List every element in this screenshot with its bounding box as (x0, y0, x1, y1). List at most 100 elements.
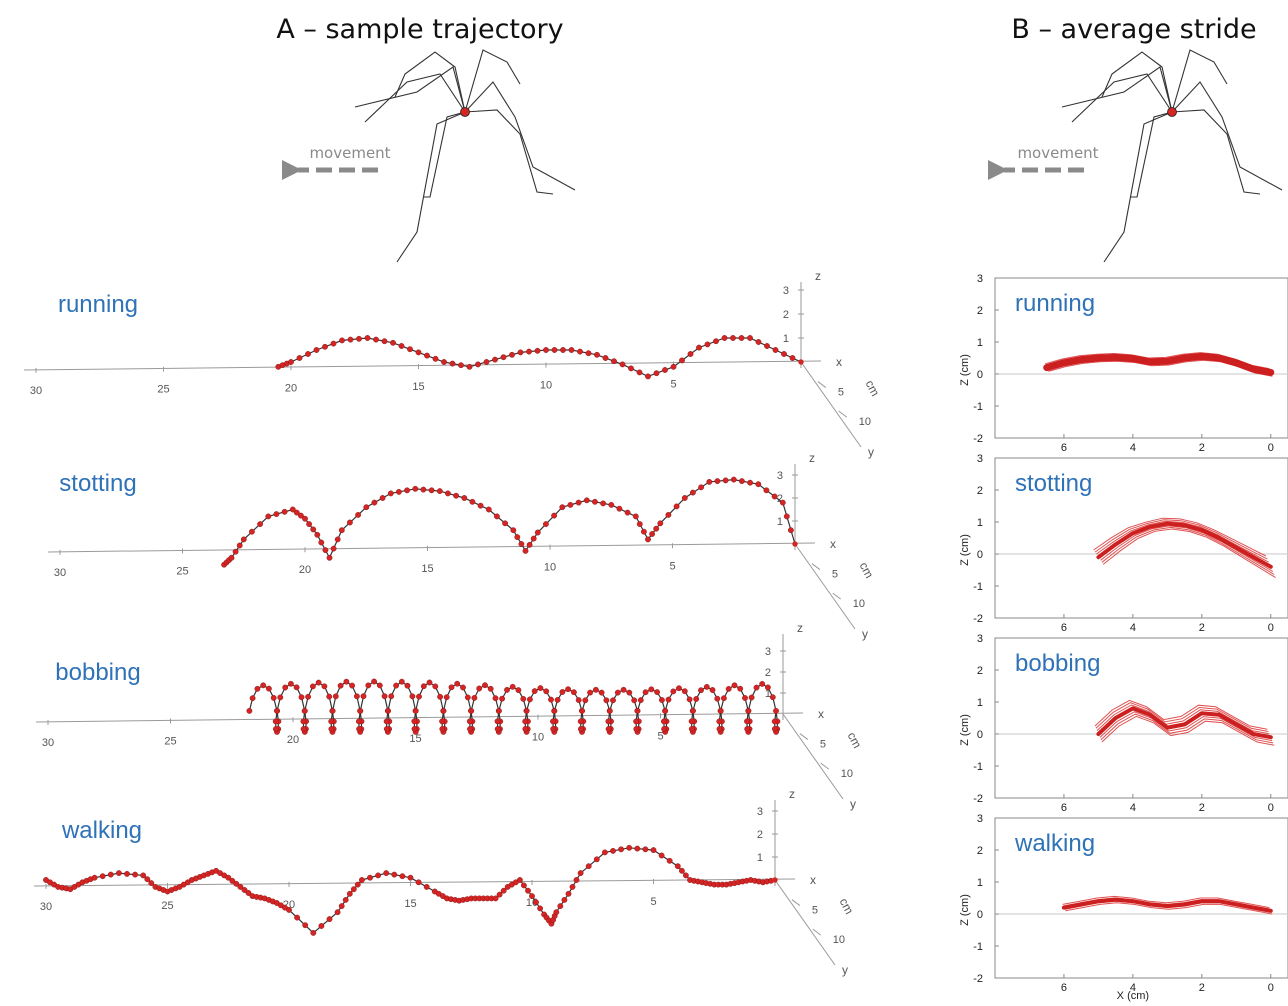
trajectory-point (687, 351, 694, 357)
stride-plot-stotting: 3 2 1 0 -1 -2 6 4 2 0 Z (cm) stotting (959, 453, 1288, 634)
trajectory-point (633, 726, 640, 732)
trajectory-point (792, 541, 798, 547)
trajectory-point (753, 684, 760, 691)
stride-replicate-line (1096, 520, 1269, 563)
trajectory-point (789, 355, 796, 361)
trajectory-point (436, 488, 443, 494)
x-tick-label: 4 (1130, 442, 1136, 454)
y-tick-label: 10 (841, 768, 853, 780)
harvestman-leg (1130, 111, 1173, 198)
trajectory-point (620, 686, 627, 693)
trajectory-point (313, 347, 320, 353)
trajectory-point (526, 541, 533, 548)
trajectory-point (670, 363, 677, 370)
x-tick-label: 5 (657, 730, 663, 742)
trajectory-point (582, 697, 589, 704)
y-tick-label: 1 (977, 517, 983, 529)
stride-mean-line-running (1043, 352, 1275, 376)
plot-frame (994, 277, 1288, 439)
trajectory-point (390, 339, 396, 346)
trajectory-point (326, 554, 333, 561)
trajectory-point (273, 511, 280, 517)
trajectory-point (634, 708, 641, 714)
trajectory-point (737, 685, 744, 692)
trajectory-point (494, 718, 501, 725)
y-tick-label: 1 (977, 877, 983, 889)
trajectory-point (773, 708, 779, 714)
trajectory-markers-walking (43, 844, 778, 936)
trajectory-point (371, 499, 378, 506)
trajectory-point (287, 680, 294, 687)
trajectory-point (407, 346, 413, 353)
harvestman-leg (396, 111, 466, 263)
harvestman-leg (423, 111, 466, 198)
plot-frame (994, 457, 1288, 619)
trajectory-point (432, 355, 439, 362)
y-tick-mark (799, 733, 809, 740)
trajectory-point (703, 684, 710, 690)
trajectory-point (144, 876, 151, 883)
trajectory-point (270, 695, 277, 701)
stride-replicate-line (1101, 715, 1275, 746)
trajectory-point (522, 718, 529, 725)
y-tick-mark (812, 928, 822, 936)
trajectory-point (124, 871, 130, 877)
y-tick-label: -1 (973, 581, 983, 593)
x-tick-label: 25 (164, 736, 176, 748)
trajectory-point (365, 682, 372, 689)
z-tick-label: 1 (777, 516, 783, 528)
trajectory-point (298, 694, 305, 701)
trajectory-point (745, 708, 752, 714)
trajectory-point (328, 718, 335, 725)
x-tick-label: 15 (421, 563, 433, 575)
trajectory-point (404, 682, 411, 689)
trajectory-point (318, 923, 325, 929)
trajectory-point (522, 726, 529, 732)
axis-unit-label: cm (863, 378, 883, 399)
trajectory-point (633, 718, 639, 725)
trajectory-point (748, 694, 755, 701)
harvestman-leg (464, 109, 554, 195)
trajectory-point (608, 501, 615, 508)
x-tick-label: 6 (1061, 802, 1067, 814)
trajectory-point (706, 478, 713, 485)
trajectory-point (771, 493, 778, 500)
y-tick-label: 5 (832, 569, 838, 581)
y-tick-label: 3 (977, 813, 983, 825)
trajectory-point (453, 492, 459, 499)
y-tick-label: 0 (977, 369, 983, 381)
trajectory-point (587, 689, 593, 696)
trajectory-point (499, 695, 505, 702)
x-tick-label: 6 (1061, 982, 1067, 994)
trajectory-point (662, 708, 669, 714)
axis-unit-label: cm (837, 896, 857, 917)
trajectory-point (645, 536, 651, 543)
trajectory-point (763, 487, 770, 494)
stride-replicates-stotting (1093, 517, 1276, 579)
trajectory-point (305, 351, 311, 357)
trajectory-point (771, 718, 778, 725)
z-tick-label: 2 (783, 309, 789, 321)
trajectory-point (471, 695, 478, 701)
trajectory-point (301, 708, 308, 714)
panel-a-title: A – sample trajectory (276, 14, 563, 45)
trajectory-point (602, 355, 609, 361)
trajectory-point (334, 909, 341, 916)
trajectory-point (274, 708, 280, 714)
trajectory-point (788, 527, 794, 534)
y-axis-line (782, 713, 844, 800)
trajectory-point (415, 879, 422, 886)
trajectory-point (342, 897, 349, 903)
y-tick-mark (832, 592, 842, 600)
trajectory-point (674, 863, 681, 870)
trajectory-point (487, 685, 494, 692)
y-tick-label: -2 (973, 973, 983, 985)
trajectory-point (593, 686, 599, 693)
trajectory-point (548, 696, 554, 703)
trajectory-markers-stotting (221, 476, 798, 568)
trajectory-point (783, 513, 790, 520)
trajectory-point (355, 512, 361, 518)
trajectory-point (714, 695, 721, 702)
trajectory-point (744, 726, 751, 732)
